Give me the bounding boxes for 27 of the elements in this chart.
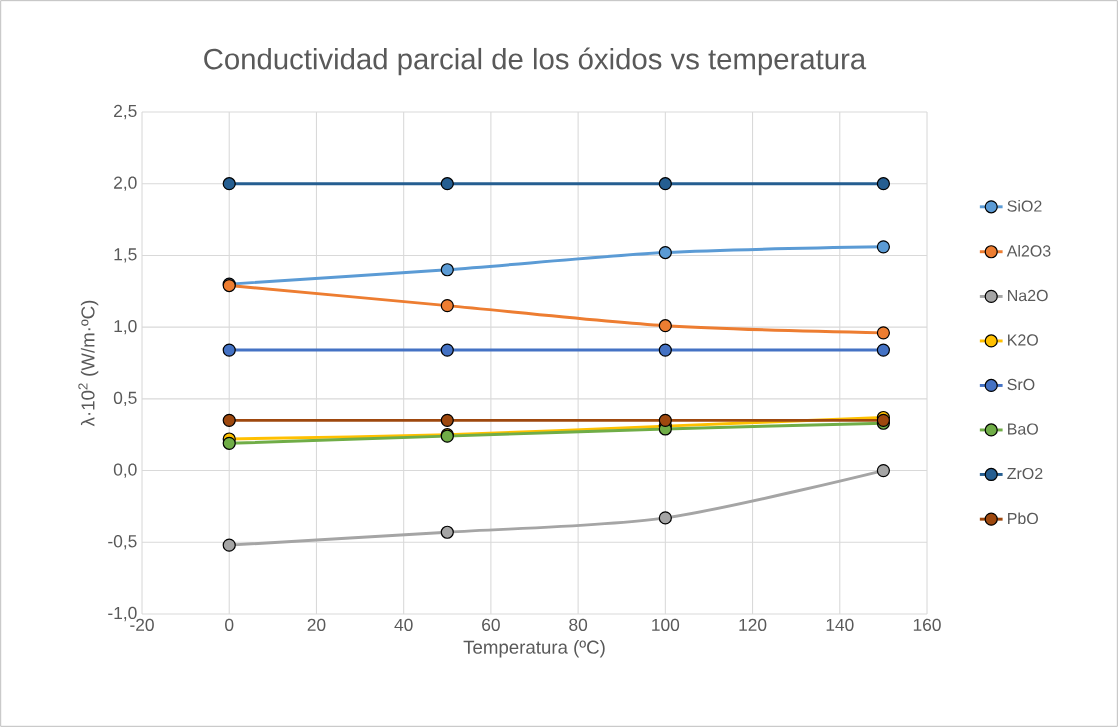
x-tick-label: 60 xyxy=(482,618,500,631)
x-tick-label: 40 xyxy=(394,618,413,631)
legend-label: ZrO2 xyxy=(1007,467,1043,480)
x-tick-label: 0 xyxy=(225,618,234,631)
x-tick-label: 160 xyxy=(913,618,941,631)
y-tick-label: 1,0 xyxy=(114,319,137,335)
legend-label: Al2O3 xyxy=(1006,244,1051,257)
y-tick-label: 0,5 xyxy=(113,391,137,406)
y-tick-label: -0,5 xyxy=(108,535,137,550)
legend-label: PbO xyxy=(1008,512,1038,525)
y-tick-label: 2,0 xyxy=(114,176,137,191)
x-tick-label: 120 xyxy=(739,618,767,631)
legend-label: K2O xyxy=(1008,334,1038,346)
legend-label: SiO2 xyxy=(1007,200,1042,212)
x-tick-label: 80 xyxy=(569,618,588,631)
legend-label: BaO xyxy=(1008,423,1038,435)
x-tick-label: 20 xyxy=(307,618,326,631)
x-tick-label: 140 xyxy=(826,618,854,631)
y-tick-label: 1,5 xyxy=(114,248,137,263)
y-tick-label: 0,0 xyxy=(113,463,137,478)
x-tick-label: 100 xyxy=(652,618,680,631)
legend-label: SrO xyxy=(1007,378,1035,391)
x-axis-title: Temperatura (ºC) xyxy=(463,640,605,658)
chart-title: Conductividad parcial de los óxidos vs temperatura xyxy=(204,47,867,76)
y-tick-label: 2,5 xyxy=(114,104,137,120)
y-axis-title: λ·10$^{2}$ (W/m·ºC) xyxy=(78,300,99,427)
legend-label: Na2O xyxy=(1008,289,1048,302)
